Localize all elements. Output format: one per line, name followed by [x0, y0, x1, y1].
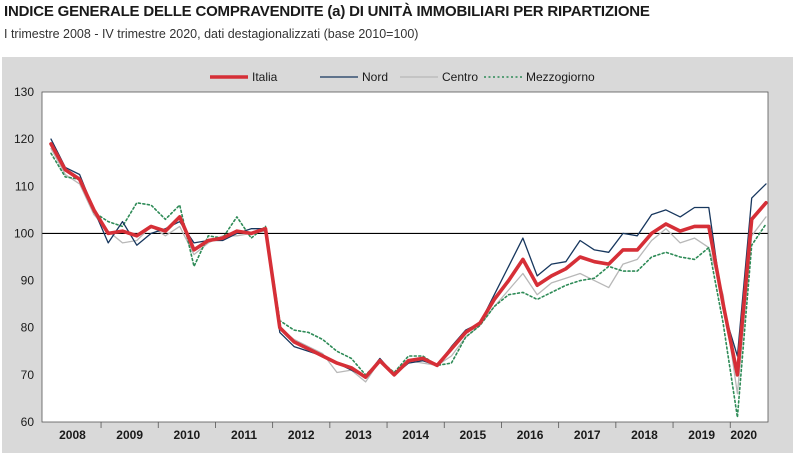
y-tick-label: 90	[21, 274, 35, 288]
x-tick-label: 2012	[288, 428, 315, 442]
legend-label-centro: Centro	[442, 70, 478, 84]
chart-title: INDICE GENERALE DELLE COMPRAVENDITE (a) …	[4, 3, 650, 20]
y-tick-label: 70	[21, 368, 35, 382]
y-tick-label: 100	[14, 226, 34, 240]
x-tick-label: 2016	[517, 428, 544, 442]
x-tick-label: 2008	[59, 428, 86, 442]
y-tick-label: 120	[14, 132, 34, 146]
series-line-italia	[49, 142, 768, 380]
plot-border	[41, 91, 769, 423]
x-tick-label: 2009	[116, 428, 143, 442]
y-tick-label: 110	[15, 179, 34, 193]
legend-label-nord: Nord	[362, 70, 388, 84]
line-chart: 60 70 80 90 100 110 120 130 2008 2009 2010 2011 2012…	[14, 70, 769, 442]
legend-label-italia: Italia	[252, 70, 278, 84]
chart-subtitle: I trimestre 2008 - IV trimestre 2020, da…	[4, 27, 419, 41]
y-tick-label: 130	[14, 85, 34, 99]
x-tick-label: 2013	[345, 428, 372, 442]
plot-background	[42, 92, 768, 422]
x-tick-label: 2014	[402, 428, 429, 442]
chart-area: 60 70 80 90 100 110 120 130 2008 2009 2010 2011 2012…	[2, 57, 793, 453]
x-tick-label: 2015	[459, 428, 486, 442]
x-tick-label: 2019	[688, 428, 715, 442]
y-tick-label: 80	[21, 321, 35, 335]
x-tick-label: 2010	[173, 428, 200, 442]
x-tick-label: 2011	[231, 428, 257, 442]
x-tick-label: 2017	[574, 428, 601, 442]
x-tick-label: 2018	[631, 428, 658, 442]
series-line-mezzogiorno	[50, 152, 767, 419]
legend-label-mezzogiorno: Mezzogiorno	[526, 70, 595, 84]
x-tick-label: 2020	[730, 428, 757, 442]
y-tick-label: 60	[21, 415, 35, 429]
